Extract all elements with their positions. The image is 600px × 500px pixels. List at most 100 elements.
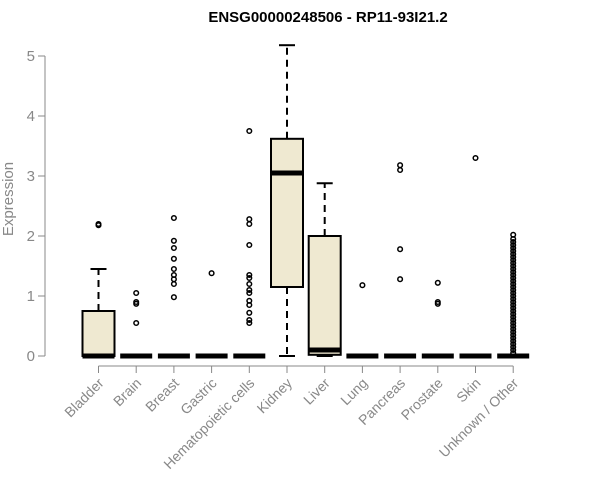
x-tick-label: Brain	[110, 375, 144, 409]
box-group	[81, 220, 116, 359]
outlier-point	[434, 279, 441, 286]
outlier-point	[510, 325, 517, 333]
x-tick-label: Kidney	[254, 375, 296, 417]
outlier-point	[510, 241, 517, 249]
x-tick-label: Liver	[300, 375, 333, 408]
y-axis-label: Expression	[0, 162, 17, 236]
box-group	[120, 289, 153, 359]
outlier-point	[510, 274, 517, 282]
outlier-point	[170, 265, 177, 273]
outlier-point	[510, 322, 517, 330]
outlier-point	[510, 334, 517, 342]
outlier-point	[246, 271, 253, 279]
outlier-point	[510, 231, 517, 238]
box-group	[233, 127, 266, 359]
outlier-point	[510, 244, 517, 252]
outlier-point	[246, 316, 253, 324]
outlier-point	[510, 292, 517, 300]
outlier-point	[510, 289, 517, 297]
outlier-point	[510, 280, 517, 288]
y-tick-label: 4	[27, 108, 35, 125]
y-axis: 0 1 2 3 4 5	[27, 48, 46, 365]
outlier-point	[472, 154, 479, 162]
outlier-point	[510, 298, 517, 306]
outlier-point	[510, 349, 517, 357]
outlier-point	[510, 307, 517, 315]
y-tick-label: 1	[27, 288, 35, 305]
outlier-point	[510, 283, 517, 291]
outlier-point	[510, 256, 517, 264]
outlier-point	[246, 216, 253, 223]
chart-title: ENSG00000248506 - RP11-93I21.2	[208, 9, 447, 26]
box-group	[307, 182, 342, 357]
box-group	[157, 214, 190, 359]
x-tick-label: Prostate	[398, 375, 446, 423]
outlier-point	[510, 316, 517, 324]
outlier-point	[246, 274, 253, 282]
outlier-point	[170, 214, 177, 222]
outlier-point	[397, 162, 404, 169]
box-iqr	[81, 310, 116, 357]
box-iqr	[307, 235, 342, 356]
x-tick-label: Skin	[453, 375, 484, 406]
outlier-point	[246, 289, 253, 297]
outlier-point	[397, 276, 404, 283]
outlier-point	[510, 310, 517, 318]
y-tick-label: 3	[27, 168, 35, 185]
outlier-point	[170, 244, 177, 252]
outlier-point	[246, 127, 253, 135]
box-group	[459, 154, 492, 359]
outlier-point	[246, 241, 253, 249]
box-group	[270, 44, 304, 357]
box-group	[346, 282, 379, 359]
outlier-point	[246, 220, 253, 228]
y-tick-label: 0	[27, 348, 35, 365]
box-group	[384, 162, 417, 359]
outlier-point	[434, 298, 441, 306]
outlier-point	[170, 271, 177, 279]
outlier-point	[510, 262, 517, 270]
box-iqr	[270, 137, 304, 288]
outlier-point	[510, 271, 517, 279]
outlier-point	[510, 328, 517, 336]
box-group	[421, 279, 454, 359]
outlier-point	[246, 309, 253, 316]
outlier-point	[397, 246, 404, 253]
outlier-point	[133, 319, 140, 327]
outlier-point	[95, 220, 102, 228]
y-tick-label: 2	[27, 228, 35, 245]
outlier-point	[246, 286, 253, 294]
outlier-point	[359, 282, 366, 289]
outlier-point	[170, 280, 177, 288]
outlier-point	[208, 270, 215, 277]
outlier-point	[170, 237, 177, 244]
outlier-point	[510, 319, 517, 327]
x-tick-label: Lung	[337, 375, 370, 408]
outlier-point	[510, 250, 517, 258]
outlier-point	[510, 343, 517, 351]
outlier-point	[510, 259, 517, 267]
outlier-point	[510, 346, 517, 354]
outlier-point	[510, 340, 517, 348]
outlier-point	[246, 319, 253, 327]
outlier-point	[510, 331, 517, 339]
outlier-point	[246, 280, 253, 288]
outlier-point	[510, 313, 517, 321]
outlier-point	[510, 238, 517, 246]
outlier-point	[510, 295, 517, 303]
y-tick-label: 5	[27, 48, 35, 65]
outlier-point	[133, 289, 140, 297]
outlier-point	[510, 265, 517, 273]
outlier-point	[397, 166, 404, 174]
outlier-point	[246, 297, 253, 304]
outlier-point	[510, 247, 517, 255]
outlier-point	[170, 294, 177, 301]
outlier-point	[510, 286, 517, 294]
outlier-point	[510, 268, 517, 276]
outlier-point	[133, 298, 140, 306]
box-group	[497, 231, 530, 359]
outlier-point	[510, 253, 517, 261]
outlier-point	[510, 304, 517, 312]
